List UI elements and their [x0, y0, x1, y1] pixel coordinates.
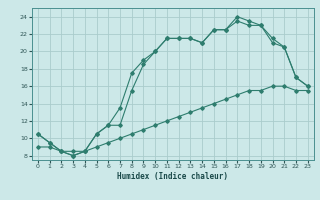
X-axis label: Humidex (Indice chaleur): Humidex (Indice chaleur) — [117, 172, 228, 181]
